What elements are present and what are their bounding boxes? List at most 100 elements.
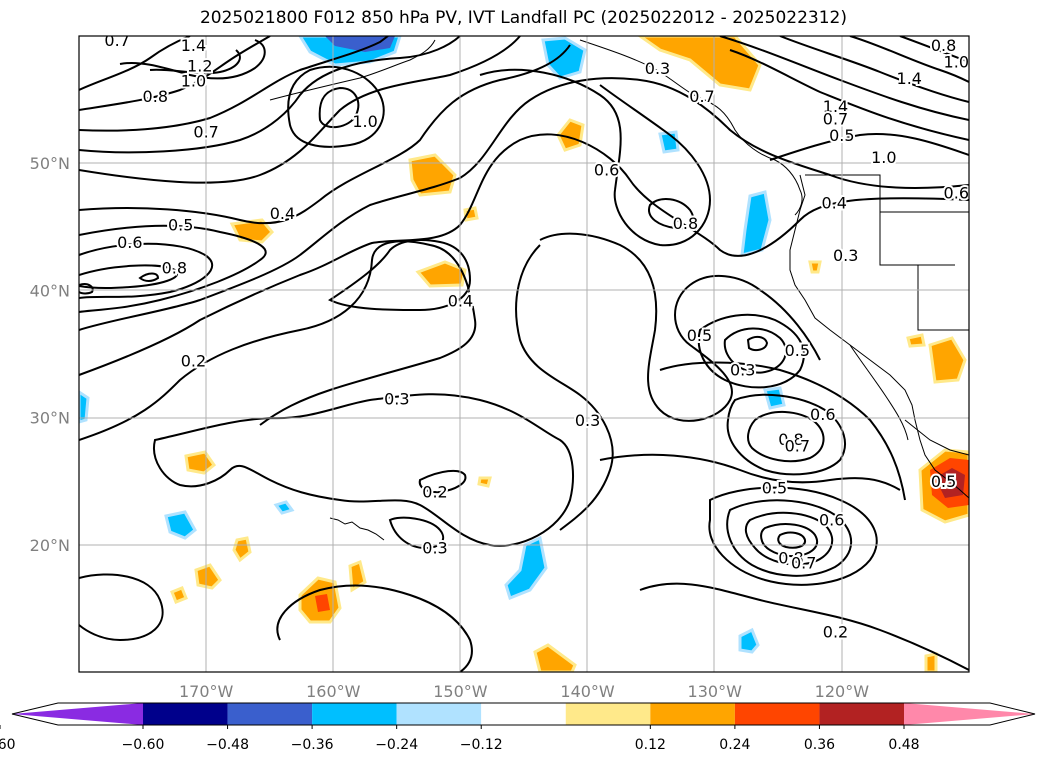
contour-label: 0.3	[384, 390, 409, 409]
contour-label: 1.4	[897, 69, 922, 88]
anomaly-negative	[79, 390, 90, 424]
colorbar-outline	[11, 702, 1036, 726]
colorbar-segment	[312, 703, 397, 725]
contour-label: 0.3	[575, 411, 600, 430]
contour-label: 1.0	[871, 148, 896, 167]
contour-label: 1.0	[944, 52, 969, 71]
coastline-baja	[849, 344, 909, 441]
contour-line	[659, 361, 906, 501]
anomaly-positive	[170, 586, 188, 604]
lon-tick-label: 140°W	[560, 682, 615, 701]
colorbar-segment	[396, 703, 482, 725]
anomaly-positive	[556, 118, 585, 152]
contour-line	[287, 65, 385, 148]
contour-label: 0.7	[193, 122, 218, 141]
contour-label: 1.2	[187, 56, 212, 75]
anomaly-positive	[194, 563, 222, 590]
contour-line	[769, 133, 969, 161]
anomaly-strong-negative	[325, 36, 395, 52]
contour-line	[418, 469, 467, 494]
anomaly-positive	[415, 260, 467, 288]
colorbar: −0.60 −0.48 −0.36 −0.24 −0.12 0.12 0.24 0.36 0.4…	[0, 702, 1036, 753]
anomaly-negative	[738, 627, 760, 654]
map-title: 2025021800 F012 850 hPa PV, IVT Landfall…	[199, 8, 847, 28]
coastline-alaska	[269, 39, 436, 101]
contour-label: 0.7	[823, 110, 848, 129]
anomaly-negative	[504, 535, 548, 600]
lon-tick-label: 150°W	[433, 682, 488, 701]
contour-line	[388, 516, 445, 550]
coastline-mexico-mainland	[904, 419, 969, 456]
contour-line	[849, 36, 969, 83]
anomaly-positive	[232, 536, 252, 563]
colorbar-segments	[12, 703, 1035, 725]
anomaly-positive	[184, 450, 217, 475]
contour-line	[138, 272, 160, 282]
contour-label: 0.8	[931, 36, 956, 55]
anomaly-strong-positive	[315, 594, 330, 612]
contour-line	[747, 410, 825, 463]
contour-label: 0.5	[829, 126, 854, 145]
contour-label: 0.4	[448, 292, 473, 311]
lon-tick-label: 160°W	[306, 682, 361, 701]
lon-tick-label: 120°W	[815, 682, 870, 701]
colorbar-segment	[819, 703, 904, 725]
contour-label: 0.6	[944, 183, 969, 202]
lat-tick-label: 30°N	[30, 409, 70, 428]
contour-line	[639, 582, 969, 671]
colorbar-segment	[565, 703, 651, 725]
anomaly-negative	[273, 500, 295, 515]
contour-line	[79, 283, 94, 295]
colorbar-extend-max	[904, 703, 1035, 725]
contour-label: 0.5	[168, 215, 193, 234]
contour-label: 0.7	[104, 31, 129, 50]
contour-line	[726, 393, 846, 476]
filled-anomalies	[79, 36, 969, 672]
colorbar-tick-label: −0.60	[122, 737, 165, 753]
coastline-west-coast	[789, 174, 969, 499]
contour-line	[648, 198, 695, 230]
contour-label: 0.8	[143, 87, 168, 106]
anomaly-negative	[164, 510, 197, 540]
contour-label: 0.8	[162, 259, 187, 278]
lon-tick-label: 130°W	[688, 682, 743, 701]
anomaly-positive	[408, 153, 457, 197]
colorbar-tick-label: −0.24	[375, 737, 418, 753]
colorbar-tick-label: 0.12	[635, 737, 666, 753]
colorbar-tick-label: −0.48	[206, 737, 249, 753]
contour-label: 1.4	[823, 97, 848, 116]
colorbar-segment	[227, 703, 313, 725]
contour-line	[760, 523, 818, 558]
contour-label: 0.3	[422, 538, 447, 557]
contour-line	[79, 36, 521, 184]
contour-line	[515, 244, 614, 531]
anomaly-negative	[763, 386, 786, 410]
contour-line	[723, 327, 787, 374]
contour-line	[276, 584, 473, 672]
contour-line	[328, 239, 472, 312]
contour-line	[79, 240, 477, 441]
contour-line	[744, 511, 834, 566]
coastline-alaska-gulf	[579, 39, 803, 216]
contour-line	[79, 36, 191, 91]
colorbar-segment	[143, 703, 228, 725]
contour-label: 0.7	[689, 87, 714, 106]
contour-label: 0.6	[594, 161, 619, 180]
contour-label: 0.7	[785, 437, 810, 456]
colorbar-segment	[481, 703, 566, 725]
contour-label: 0.7	[791, 554, 816, 573]
contour-label: 0.6	[810, 405, 835, 424]
contour-label: 0.2	[422, 482, 447, 501]
contour-labels: 1.41.21.00.80.71.00.70.40.50.60.80.70.60…	[102, 31, 969, 643]
contour-line	[79, 36, 271, 111]
contour-line	[79, 242, 213, 299]
graticule	[79, 36, 969, 672]
contour-line	[779, 36, 969, 103]
longitude-labels: 170°W 160°W 150°W 140°W 130°W 120°W	[179, 682, 869, 701]
colorbar-extend-min	[12, 703, 143, 725]
contour-label: 0.5	[687, 326, 712, 345]
colorbar-tick-label: 0.60	[0, 737, 16, 753]
anomaly-positive	[477, 476, 492, 488]
anomaly-positive	[808, 260, 822, 274]
